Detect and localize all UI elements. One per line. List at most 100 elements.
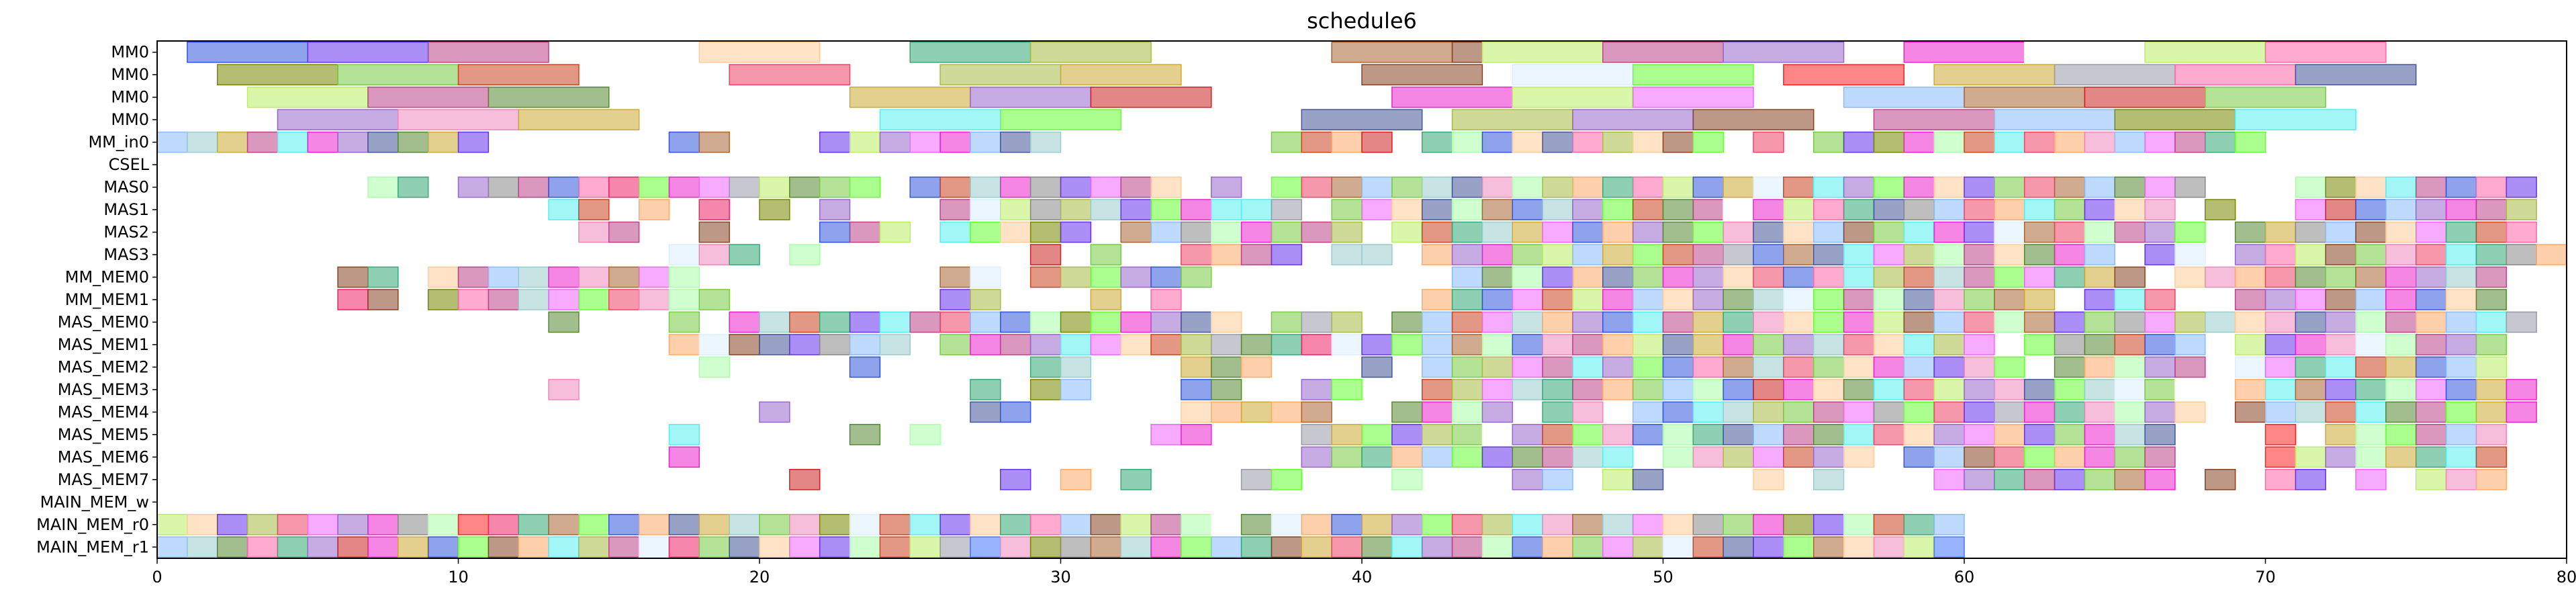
- schedule-bar: [1512, 64, 1634, 86]
- schedule-bar: [1903, 176, 1935, 198]
- schedule-bar: [1873, 266, 1905, 288]
- schedule-bar: [2416, 334, 2447, 355]
- schedule-bar: [457, 289, 490, 310]
- schedule-bar: [1602, 424, 1634, 445]
- schedule-bar: [1722, 289, 1754, 310]
- schedule-bar: [2205, 469, 2236, 490]
- schedule-bar: [1542, 244, 1573, 265]
- schedule-bar: [1181, 266, 1212, 288]
- schedule-bar: [2264, 311, 2297, 333]
- schedule-bar: [1150, 334, 1182, 355]
- schedule-bar: [1271, 536, 1303, 558]
- schedule-bar: [2295, 289, 2326, 310]
- schedule-bar: [1481, 176, 1513, 198]
- schedule-bar: [2355, 401, 2387, 423]
- schedule-bar: [2445, 221, 2477, 243]
- schedule-bar: [2416, 289, 2447, 310]
- schedule-bar: [1240, 513, 1273, 535]
- schedule-bar: [1481, 221, 1513, 243]
- schedule-bar: [1512, 379, 1543, 400]
- schedule-bar: [1933, 334, 1965, 355]
- schedule-bar: [1331, 176, 1363, 198]
- schedule-bar: [2325, 221, 2356, 243]
- x-tick-label: 80: [2557, 568, 2576, 587]
- schedule-bar: [1964, 379, 1995, 400]
- schedule-bar: [1542, 356, 1573, 378]
- schedule-bar: [488, 266, 519, 288]
- schedule-bar: [1451, 513, 1483, 535]
- schedule-bar: [2054, 379, 2086, 400]
- schedule-bar: [1783, 176, 1814, 198]
- schedule-bar: [1451, 536, 1483, 558]
- schedule-bar: [2144, 401, 2176, 423]
- schedule-bar: [1512, 446, 1543, 468]
- schedule-bar: [1060, 536, 1092, 558]
- schedule-bar: [1662, 131, 1694, 153]
- schedule-bar: [1240, 401, 1273, 423]
- schedule-bar: [2234, 289, 2266, 310]
- schedule-bar: [1813, 131, 1845, 153]
- schedule-bar: [1692, 356, 1724, 378]
- schedule-bar: [2505, 221, 2537, 243]
- schedule-bar: [2114, 424, 2146, 445]
- schedule-bar: [1421, 446, 1453, 468]
- schedule-bar: [1000, 199, 1031, 220]
- schedule-bar: [1060, 221, 1092, 243]
- schedule-bar: [1662, 513, 1694, 535]
- schedule-bar: [518, 536, 549, 558]
- schedule-bar: [2295, 311, 2326, 333]
- x-tick-label: 50: [1653, 568, 1673, 587]
- schedule-bar: [578, 536, 610, 558]
- schedule-bar: [2264, 334, 2297, 355]
- schedule-bar: [2385, 311, 2417, 333]
- schedule-bar: [156, 513, 188, 535]
- schedule-bar: [939, 289, 971, 310]
- schedule-bar: [2445, 401, 2477, 423]
- schedule-bar: [2505, 379, 2537, 400]
- schedule-bar: [2505, 244, 2537, 265]
- schedule-bar: [2144, 446, 2176, 468]
- schedule-bar: [548, 176, 580, 198]
- schedule-bar: [277, 109, 399, 130]
- schedule-bar: [2144, 176, 2176, 198]
- schedule-bar: [1903, 446, 1935, 468]
- row-label: MAS_MEM4: [58, 402, 149, 421]
- schedule-bar: [488, 289, 519, 310]
- schedule-bar: [939, 266, 971, 288]
- schedule-bar: [1843, 424, 1875, 445]
- schedule-bar: [1000, 221, 1031, 243]
- schedule-bar: [1632, 289, 1664, 310]
- schedule-bar: [1240, 221, 1273, 243]
- schedule-bar: [2505, 199, 2537, 220]
- schedule-bar: [2174, 64, 2297, 86]
- schedule-bar: [2054, 64, 2176, 86]
- schedule-bar: [2054, 176, 2086, 198]
- schedule-bar: [1602, 221, 1634, 243]
- schedule-bar: [1903, 356, 1935, 378]
- schedule-bar: [2144, 221, 2176, 243]
- schedule-bar: [216, 64, 338, 86]
- schedule-bar: [2475, 356, 2508, 378]
- schedule-bar: [1994, 289, 2025, 310]
- schedule-bar: [1994, 109, 2116, 130]
- schedule-bar: [2174, 221, 2206, 243]
- schedule-bar: [1692, 244, 1724, 265]
- schedule-bar: [1692, 334, 1724, 355]
- schedule-bar: [909, 131, 941, 153]
- schedule-bar: [2325, 424, 2356, 445]
- schedule-bar: [1421, 199, 1453, 220]
- schedule-bar: [1361, 513, 1393, 535]
- schedule-bar: [1994, 199, 2025, 220]
- schedule-bar: [1181, 379, 1212, 400]
- schedule-bar: [2054, 424, 2086, 445]
- schedule-bar: [1813, 446, 1845, 468]
- schedule-bar: [1873, 334, 1905, 355]
- schedule-bar: [1572, 311, 1604, 333]
- schedule-bar: [518, 109, 640, 130]
- schedule-bar: [1451, 176, 1483, 198]
- schedule-bar: [1632, 64, 1754, 86]
- schedule-bar: [2144, 311, 2176, 333]
- schedule-bar: [1783, 446, 1814, 468]
- schedule-bar: [1662, 199, 1694, 220]
- schedule-bar: [2355, 266, 2387, 288]
